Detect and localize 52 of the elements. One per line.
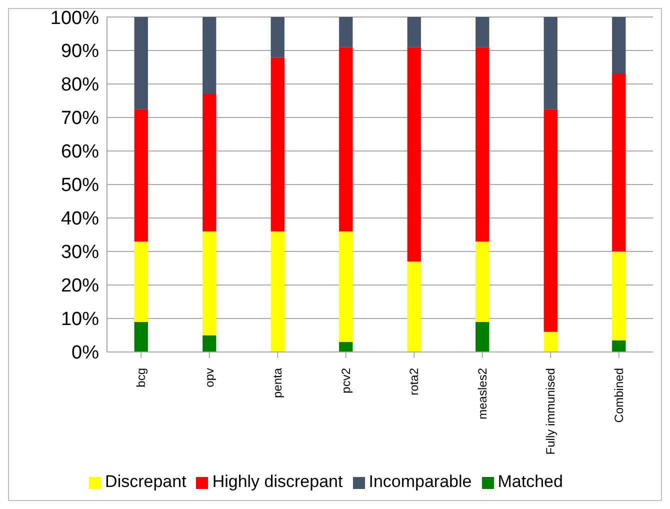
bar	[476, 322, 490, 352]
x-tick-label: Fully immunised	[544, 368, 558, 455]
bar	[407, 262, 421, 352]
y-tick-label: 90%	[60, 41, 100, 62]
y-tick-label: 60%	[60, 142, 100, 163]
bar	[544, 109, 558, 332]
x-tick-label: rota2	[407, 368, 422, 396]
y-tick-label: 100%	[50, 8, 100, 29]
bar	[134, 322, 148, 352]
bar	[339, 342, 353, 352]
y-tick-label: 80%	[60, 74, 100, 96]
bar	[476, 241, 490, 322]
bar	[134, 109, 148, 242]
x-tick-label: penta	[270, 368, 285, 398]
bar	[612, 252, 626, 340]
bar	[612, 340, 626, 352]
x-tick-label: Combined	[612, 368, 626, 423]
y-tick-label: 40%	[60, 208, 100, 230]
bar	[544, 332, 558, 352]
bar	[134, 241, 148, 322]
bar	[407, 17, 421, 48]
bar	[476, 17, 490, 48]
y-tick-label: 70%	[60, 108, 100, 130]
legend-label: Discrepant	[105, 472, 186, 491]
y-tick-label: 0%	[72, 342, 100, 364]
x-tick-label: pcv2	[338, 368, 353, 394]
bar	[407, 47, 421, 262]
y-tick-label: 30%	[60, 242, 100, 264]
legend-label: Highly discrepant	[212, 472, 343, 491]
bar	[270, 17, 284, 58]
legend-label: Incomparable	[368, 472, 472, 491]
bar	[134, 17, 148, 110]
bar	[476, 47, 490, 242]
bar	[339, 231, 353, 342]
bar	[270, 231, 284, 352]
y-tick-label: 50%	[60, 175, 100, 196]
bar	[270, 57, 284, 232]
bar	[544, 17, 558, 110]
bar	[202, 17, 216, 94]
bar	[202, 231, 216, 336]
bar	[202, 335, 216, 352]
x-tick-label: opv	[202, 368, 216, 388]
x-tick-label: bcg	[134, 368, 148, 388]
y-tick-label: 20%	[60, 276, 100, 297]
bar	[202, 94, 216, 232]
y-tick-label: 10%	[60, 309, 100, 330]
bar	[612, 17, 626, 74]
x-tick-label: measles2	[475, 368, 490, 420]
bar	[339, 47, 353, 232]
legend-label: Matched	[498, 472, 563, 491]
bar	[339, 17, 353, 48]
bar	[612, 74, 626, 252]
